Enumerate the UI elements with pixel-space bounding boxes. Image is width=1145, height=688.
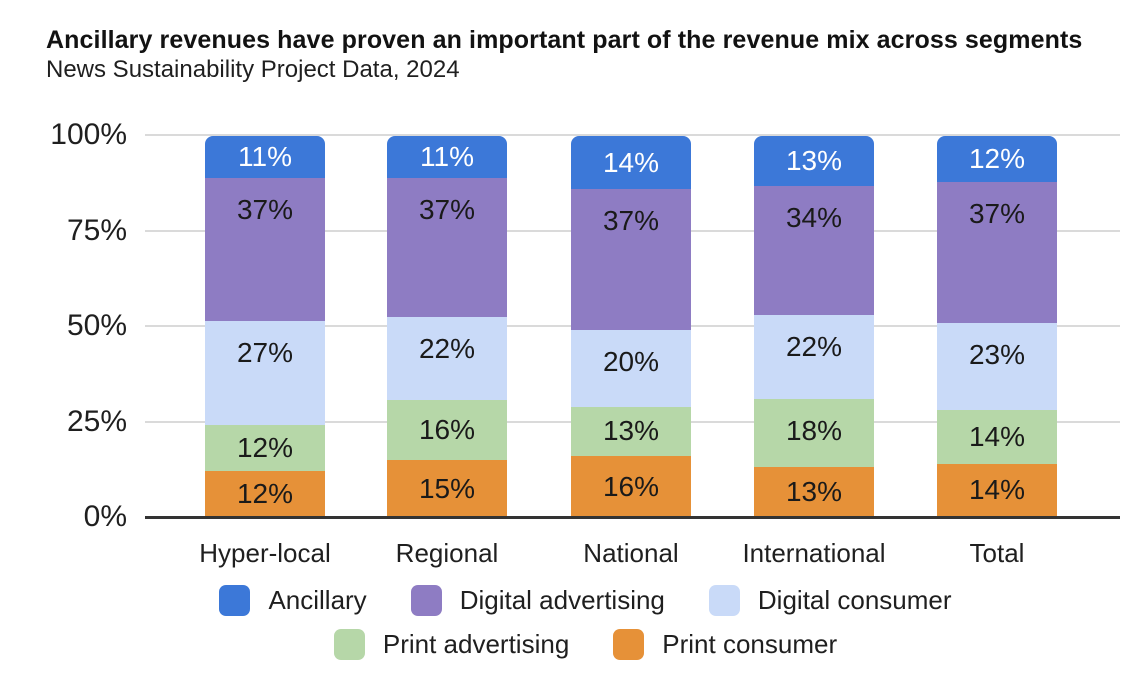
bar-segment-digital-consumer: 20% <box>571 330 691 407</box>
y-tick-label: 75% <box>66 213 127 247</box>
bar-segment-value: 23% <box>968 338 1026 370</box>
bar-segment-value: 13% <box>602 415 660 447</box>
bar-segment-value: 12% <box>968 142 1026 174</box>
bar-segment-value: 11% <box>420 140 474 172</box>
bar-segment-value: 14% <box>968 421 1026 453</box>
bar-segment-value: 22% <box>418 333 476 365</box>
bar-segment-digital-advertising: 34% <box>754 185 874 316</box>
legend-swatch <box>613 629 645 660</box>
bar-segment-print-consumer: 16% <box>571 456 691 517</box>
bar-total: 12% 37% 23% 14% 14% <box>937 136 1057 517</box>
x-axis-label: International <box>742 538 886 568</box>
bar-segment-ancillary: 11% <box>205 136 325 179</box>
bar-segment-print-advertising: 16% <box>387 400 507 461</box>
bar-segment-digital-consumer: 22% <box>387 317 507 401</box>
bar-segment-value: 11% <box>238 141 292 173</box>
legend-item-ancillary: Ancillary <box>219 585 367 616</box>
bar-segment-value: 13% <box>785 476 843 508</box>
bar-segment-print-consumer: 15% <box>387 460 507 517</box>
legend-item-print-consumer: Print consumer <box>613 629 837 660</box>
legend-swatch <box>708 585 740 616</box>
bar-segment-digital-advertising: 37% <box>205 178 325 321</box>
legend-swatch <box>219 585 251 616</box>
bar-segment-ancillary: 13% <box>754 136 874 186</box>
bar-segment-value: 37% <box>602 205 660 237</box>
x-axis-label: Hyper-local <box>199 538 331 568</box>
legend: Ancillary Digital advertising Digital cons… <box>0 585 1145 660</box>
bar-segment-value: 16% <box>418 414 476 446</box>
legend-item-digital-consumer: Digital consumer <box>708 585 952 616</box>
y-tick-label: 100% <box>50 118 127 151</box>
legend-label: Print advertising <box>382 629 570 659</box>
bar-segment-ancillary: 12% <box>937 136 1057 182</box>
legend-label: Ancillary <box>268 585 367 615</box>
legend-label: Print consumer <box>662 629 838 659</box>
bar-segment-value: 37% <box>418 193 476 225</box>
plot-area: 0% 25% 50% 75% 100% 11% 37% 27% 12% 12% 11% 37% 22% 1… <box>50 120 1120 532</box>
bar-segment-value: 13% <box>785 144 843 176</box>
bar-segment-print-advertising: 18% <box>754 398 874 468</box>
bar-segment-print-advertising: 14% <box>937 410 1057 464</box>
bar-segment-ancillary: 11% <box>387 136 507 178</box>
bar-segment-print-consumer: 12% <box>205 470 325 517</box>
bar-segment-digital-consumer: 27% <box>205 320 325 425</box>
legend-label: Digital consumer <box>757 585 952 615</box>
legend-item-digital-advertising: Digital advertising <box>410 585 665 616</box>
bar-segment-value: 14% <box>602 146 660 178</box>
bar-segment-value: 18% <box>785 414 843 446</box>
bar-segment-value: 15% <box>418 472 476 504</box>
bar-segment-digital-consumer: 23% <box>937 322 1057 411</box>
bar-hyper-local: 11% 37% 27% 12% 12% <box>205 136 325 517</box>
bar-segment-print-consumer: 14% <box>937 463 1057 517</box>
bar-segment-print-consumer: 13% <box>754 467 874 517</box>
bar-segment-value: 16% <box>602 470 660 502</box>
gridline-100 <box>145 134 1120 136</box>
legend-row: Print advertising Print consumer <box>333 629 837 660</box>
bar-segment-digital-advertising: 37% <box>387 177 507 318</box>
bar-segment-value: 12% <box>236 477 294 509</box>
bar-segment-digital-advertising: 37% <box>571 189 691 331</box>
bar-segment-digital-advertising: 37% <box>937 181 1057 323</box>
legend-item-print-advertising: Print advertising <box>333 629 570 660</box>
x-axis-baseline <box>145 516 1120 519</box>
x-axis-label: Total <box>969 538 1025 568</box>
legend-row: Ancillary Digital advertising Digital cons… <box>219 585 952 616</box>
bar-segment-value: 22% <box>785 331 843 363</box>
bar-segment-value: 27% <box>236 336 294 368</box>
bar-segment-value: 34% <box>785 201 843 233</box>
legend-swatch <box>333 629 365 660</box>
bar-segment-value: 37% <box>968 197 1026 229</box>
bar-regional: 11% 37% 22% 16% 15% <box>387 136 507 517</box>
bar-segment-print-advertising: 12% <box>205 424 325 471</box>
bar-national: 14% 37% 20% 13% 16% <box>571 136 691 517</box>
bar-segment-value: 20% <box>602 346 660 378</box>
bar-segment-value: 12% <box>236 431 294 463</box>
chart-title: Ancillary revenues have proven an import… <box>46 26 1083 54</box>
legend-swatch <box>410 585 442 616</box>
bar-segment-print-advertising: 13% <box>571 406 691 457</box>
bar-segment-value: 37% <box>236 194 294 226</box>
bar-segment-ancillary: 14% <box>571 136 691 190</box>
bar-segment-value: 14% <box>968 474 1026 506</box>
y-tick-label: 25% <box>66 404 127 438</box>
x-axis-label: Regional <box>395 538 499 568</box>
x-axis-label: National <box>583 538 679 568</box>
y-tick-label: 0% <box>83 500 127 533</box>
legend-label: Digital advertising <box>459 585 665 615</box>
y-tick-label: 50% <box>66 309 127 342</box>
chart-subtitle: News Sustainability Project Data, 2024 <box>46 56 460 83</box>
bar-international: 13% 34% 22% 18% 13% <box>754 136 874 517</box>
bar-segment-digital-consumer: 22% <box>754 315 874 399</box>
